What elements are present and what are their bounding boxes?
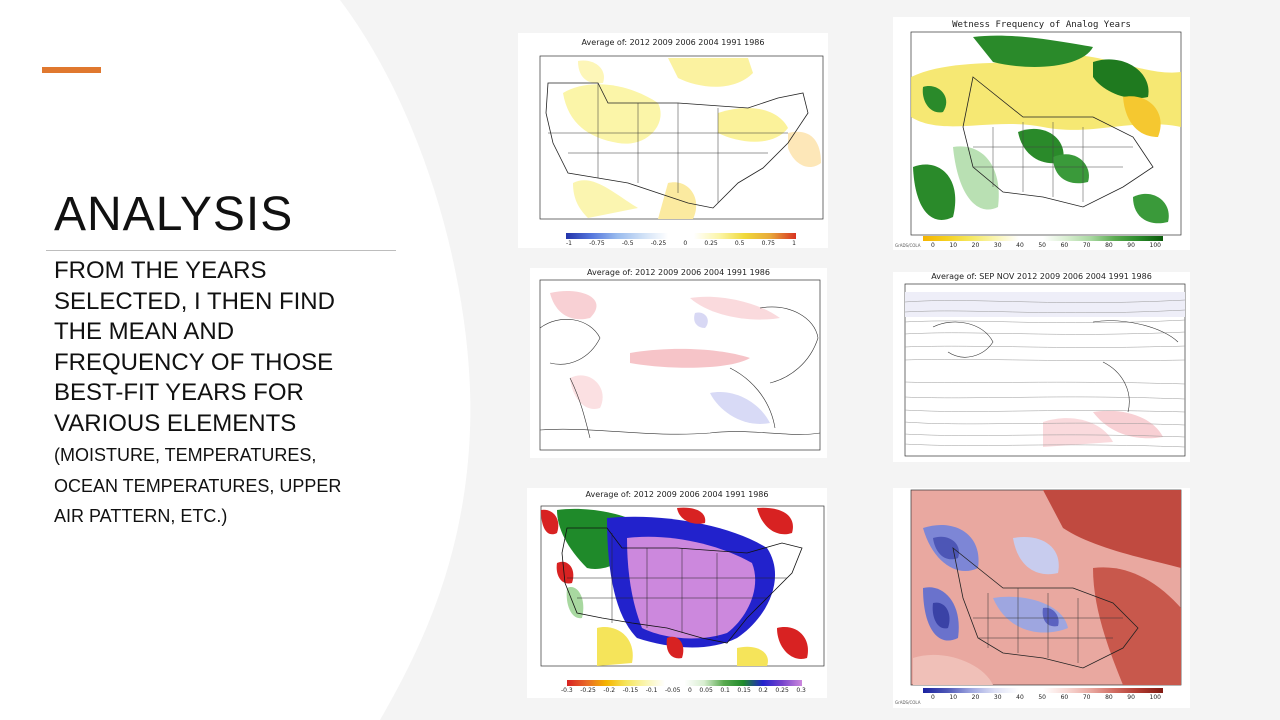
map-plot bbox=[540, 505, 825, 667]
colorbar bbox=[567, 680, 802, 686]
body-main-text: FROM THE YEARS SELECTED, I THEN FIND THE… bbox=[54, 257, 335, 437]
map-us-average-1: Average of: 2012 2009 2006 2004 1991 198… bbox=[518, 33, 828, 248]
colorbar bbox=[923, 236, 1163, 241]
map-plot bbox=[539, 279, 821, 451]
slide-title: ANALYSIS bbox=[54, 188, 294, 241]
map-title: Average of: 2012 2009 2006 2004 1991 198… bbox=[587, 268, 770, 277]
colorbar bbox=[566, 233, 796, 239]
map-title: Average of: SEP NOV 2012 2009 2006 2004 … bbox=[931, 272, 1152, 281]
map-title: Average of: 2012 2009 2006 2004 1991 198… bbox=[585, 490, 769, 499]
credit-label: GrADS/COLA bbox=[895, 243, 921, 248]
map-plot bbox=[539, 55, 824, 220]
map-global-average: Average of: 2012 2009 2006 2004 1991 198… bbox=[530, 268, 827, 458]
colorbar-labels: 0 10 20 30 40 50 60 70 80 90 100 bbox=[931, 694, 1161, 701]
map-plot bbox=[904, 283, 1186, 457]
slide-body: FROM THE YEARS SELECTED, I THEN FIND THE… bbox=[54, 256, 374, 531]
map-wetness-frequency: Wetness Frequency of Analog Years 0 10 20 3… bbox=[893, 17, 1190, 250]
colorbar-labels: -1 -0.75 -0.5 -0.25 0 0.25 0.5 0.75 1 bbox=[566, 240, 796, 247]
colorbar-labels: -0.3 -0.25 -0.2 -0.15 -0.1 -0.05 0 0.05 0.1 0.15 0… bbox=[561, 687, 806, 694]
title-divider bbox=[46, 250, 396, 251]
map-plot bbox=[910, 31, 1182, 236]
colorbar bbox=[923, 688, 1163, 693]
map-upper-air-average: Average of: SEP NOV 2012 2009 2006 2004 … bbox=[893, 272, 1190, 462]
map-us-average-2: Average of: 2012 2009 2006 2004 1991 198… bbox=[527, 488, 827, 698]
credit-label: GrADS/COLA bbox=[895, 700, 921, 705]
body-small-text: (MOISTURE, TEMPERATURES, OCEAN TEMPERATU… bbox=[54, 445, 342, 526]
accent-bar bbox=[42, 67, 101, 73]
map-plot bbox=[910, 489, 1182, 686]
map-title: Average of: 2012 2009 2006 2004 1991 198… bbox=[581, 38, 765, 47]
map-temperature-frequency: 0 10 20 30 40 50 60 70 80 90 100 GrADS/COLA bbox=[893, 488, 1190, 708]
colorbar-labels: 0 10 20 30 40 50 60 70 80 90 100 bbox=[931, 242, 1161, 249]
map-title: Wetness Frequency of Analog Years bbox=[952, 20, 1131, 30]
